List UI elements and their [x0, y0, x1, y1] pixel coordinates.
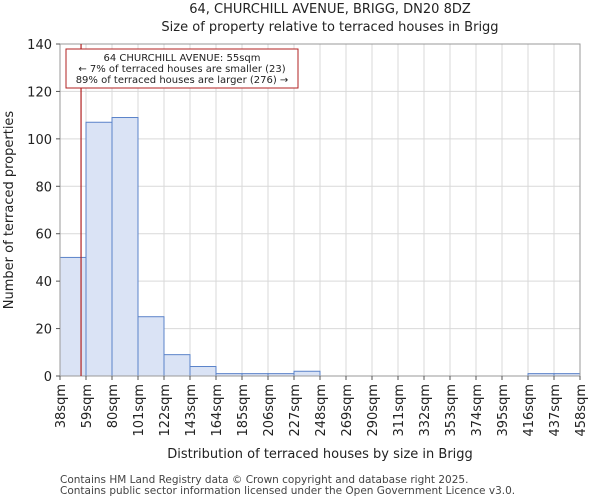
x-tick-label: 374sqm	[470, 384, 485, 437]
x-tick-label: 248sqm	[314, 384, 329, 437]
x-tick-label: 311sqm	[392, 384, 407, 437]
annotation-line1: 64 CHURCHILL AVENUE: 55sqm	[104, 53, 261, 64]
bar-59sqm	[85, 121, 113, 377]
chart-title-line2: Size of property relative to terraced ho…	[161, 20, 498, 35]
y-tick-label: 60	[35, 228, 52, 243]
bar-227sqm	[293, 370, 321, 377]
x-tick-label: 122sqm	[158, 384, 173, 437]
bar-38sqm	[59, 256, 87, 377]
bar-101sqm	[137, 316, 165, 377]
x-tick-label: 227sqm	[288, 384, 303, 437]
y-tick-label: 140	[27, 38, 52, 53]
y-tick-label: 20	[35, 323, 52, 338]
bar-143sqm	[189, 366, 217, 377]
y-axis-label: Number of terraced properties	[2, 111, 17, 310]
y-tick-label: 120	[27, 85, 52, 100]
annotation-box: 64 CHURCHILL AVENUE: 55sqm ← 7% of terra…	[65, 48, 299, 89]
y-axis-ticks: 0 20 40 60 80 100 120 140	[27, 38, 60, 385]
y-tick-label: 100	[27, 133, 52, 148]
x-tick-label: 353sqm	[444, 384, 459, 437]
x-tick-label: 143sqm	[184, 384, 199, 437]
annotation-frame	[65, 48, 299, 89]
x-tick-label: 101sqm	[132, 384, 147, 437]
x-axis-label: Distribution of terraced houses by size …	[167, 447, 473, 462]
x-tick-label: 458sqm	[574, 384, 589, 437]
annotation-line3: 89% of terraced houses are larger (276) …	[76, 75, 289, 86]
x-axis-ticks: 38sqm 59sqm 80sqm 101sqm 122sqm 143sqm 164sqm 1…	[54, 376, 589, 437]
y-tick-label: 0	[44, 370, 52, 385]
x-tick-label: 185sqm	[236, 384, 251, 437]
bar-122sqm	[163, 354, 191, 377]
x-tick-label: 59sqm	[80, 384, 95, 428]
y-tick-label: 80	[35, 180, 52, 195]
bar-80sqm	[111, 117, 139, 377]
x-tick-label: 290sqm	[366, 384, 381, 437]
x-tick-label: 80sqm	[106, 384, 121, 428]
x-tick-label: 416sqm	[522, 384, 537, 437]
x-tick-label: 332sqm	[418, 384, 433, 437]
footer-line2: Contains public sector information licen…	[60, 485, 515, 497]
x-tick-label: 269sqm	[340, 384, 355, 437]
x-tick-label: 395sqm	[496, 384, 511, 437]
y-tick-label: 40	[35, 275, 52, 290]
footer-line1: Contains HM Land Registry data © Crown c…	[60, 474, 468, 486]
chart-title-line1: 64, CHURCHILL AVENUE, BRIGG, DN20 8DZ	[189, 2, 471, 17]
annotation-line2: ← 7% of terraced houses are smaller (23)	[78, 64, 285, 75]
x-tick-label: 38sqm	[54, 384, 69, 428]
bar-series	[59, 117, 581, 377]
x-tick-label: 164sqm	[210, 384, 225, 437]
x-tick-label: 437sqm	[548, 384, 563, 437]
x-tick-label: 206sqm	[262, 384, 277, 437]
